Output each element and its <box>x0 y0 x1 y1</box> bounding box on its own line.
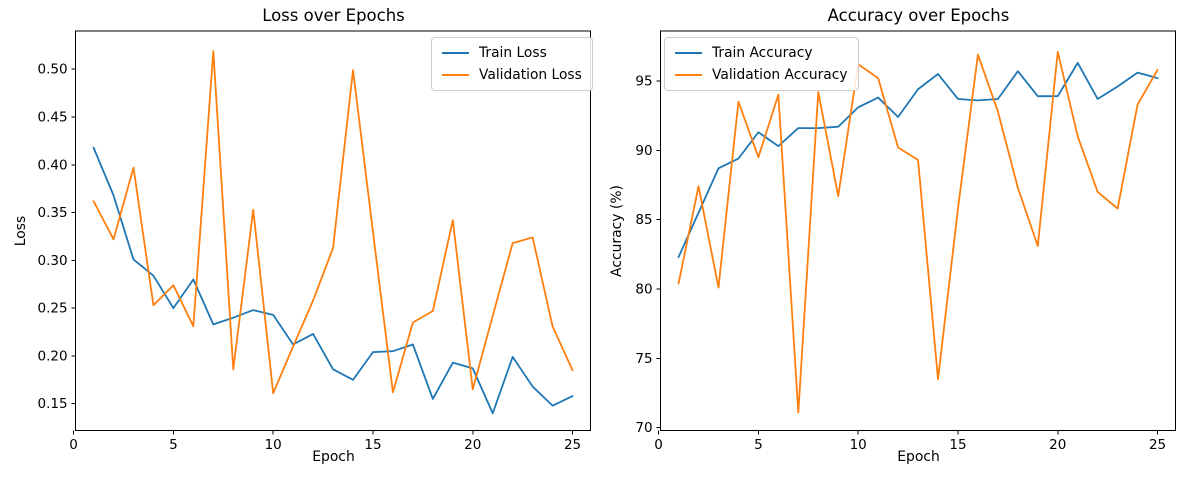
accuracy-plot-title: Accuracy over Epochs <box>827 6 1010 25</box>
svg-text:0.45: 0.45 <box>38 110 68 126</box>
svg-text:0.15: 0.15 <box>38 396 68 412</box>
svg-text:0.50: 0.50 <box>38 62 68 78</box>
svg-text:0.20: 0.20 <box>38 348 68 364</box>
validation-loss-line <box>92 50 574 395</box>
train-loss-line <box>92 146 574 415</box>
loss-plot-xlabel: Epoch <box>312 449 355 465</box>
svg-text:0: 0 <box>69 437 78 453</box>
legend-item-validation-loss: Validation Loss <box>442 67 582 83</box>
legend-item-train-loss: Train Loss <box>442 45 582 61</box>
svg-text:80: 80 <box>635 282 652 298</box>
svg-text:10: 10 <box>265 437 282 453</box>
svg-text:85: 85 <box>635 212 652 228</box>
subplot-loss-over-epochs: 0 5 10 15 20 25 0.15 0.20 0.25 0.30 0.35 0.40 0.45 0.… <box>38 30 592 453</box>
legend-label: Train Accuracy <box>712 45 813 61</box>
validation-loss-line-icon <box>442 74 469 76</box>
legend-label: Train Loss <box>479 45 547 61</box>
legend-item-train-accuracy: Train Accuracy <box>675 45 848 61</box>
accuracy-plot-ylabel: Accuracy (%) <box>609 185 625 277</box>
svg-text:0.35: 0.35 <box>38 205 68 221</box>
svg-text:70: 70 <box>635 420 652 436</box>
validation-accuracy-line-icon <box>675 74 702 76</box>
subplot-accuracy-over-epochs: 0 5 10 15 20 25 70 75 80 85 90 95 <box>635 30 1176 453</box>
svg-text:5: 5 <box>754 437 763 453</box>
svg-text:20: 20 <box>1049 437 1066 453</box>
svg-text:15: 15 <box>949 437 966 453</box>
legend-item-validation-accuracy: Validation Accuracy <box>675 67 848 83</box>
validation-accuracy-line <box>677 50 1159 414</box>
train-accuracy-line-icon <box>675 52 702 54</box>
svg-text:25: 25 <box>1149 437 1166 453</box>
loss-plot-ylabel: Loss <box>13 215 29 247</box>
accuracy-legend: Train Accuracy Validation Accuracy <box>664 37 859 91</box>
svg-text:25: 25 <box>564 437 581 453</box>
train-loss-line-icon <box>442 52 469 54</box>
svg-text:75: 75 <box>635 351 652 367</box>
svg-text:0: 0 <box>654 437 663 453</box>
svg-text:90: 90 <box>635 143 652 159</box>
accuracy-plot-xlabel: Epoch <box>897 449 940 465</box>
svg-text:10: 10 <box>850 437 867 453</box>
legend-label: Validation Accuracy <box>712 67 848 83</box>
svg-text:95: 95 <box>635 73 652 89</box>
svg-text:0.30: 0.30 <box>38 253 68 269</box>
svg-text:15: 15 <box>364 437 381 453</box>
loss-legend: Train Loss Validation Loss <box>431 37 593 91</box>
svg-text:0.25: 0.25 <box>38 301 68 317</box>
svg-text:20: 20 <box>464 437 481 453</box>
svg-text:5: 5 <box>169 437 178 453</box>
legend-label: Validation Loss <box>479 67 582 83</box>
svg-text:0.40: 0.40 <box>38 157 68 173</box>
train-accuracy-line <box>677 62 1159 259</box>
loss-plot-title: Loss over Epochs <box>262 6 405 25</box>
